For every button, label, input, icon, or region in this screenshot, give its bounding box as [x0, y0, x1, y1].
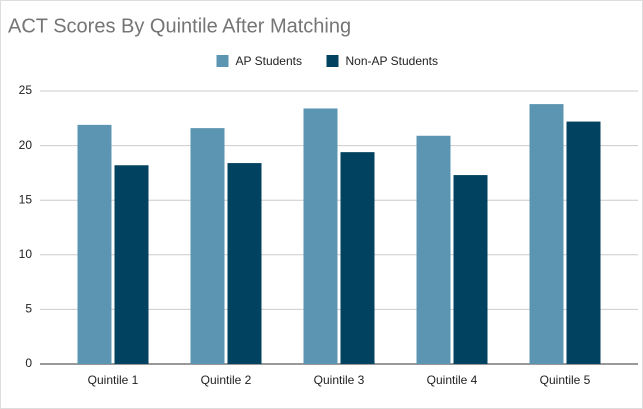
y-tick-label: 20: [19, 138, 33, 152]
bar: [566, 121, 601, 365]
bar: [416, 135, 451, 364]
bar: [340, 152, 375, 364]
x-tick-label: Quintile 1: [88, 373, 139, 387]
chart-title: ACT Scores By Quintile After Matching: [8, 15, 351, 37]
legend-swatch: [326, 55, 339, 67]
x-tick-label: Quintile 3: [314, 373, 365, 387]
bar: [77, 124, 112, 365]
x-tick-label: Quintile 2: [201, 373, 252, 387]
legend-label: AP Students: [236, 54, 303, 68]
bar: [114, 165, 149, 364]
x-tick-label: Quintile 4: [427, 373, 478, 387]
legend-swatch: [216, 55, 229, 67]
x-tick-label: Quintile 5: [540, 373, 591, 387]
legend-label: Non-AP Students: [346, 54, 439, 68]
y-tick-label: 0: [25, 356, 32, 370]
y-tick-label: 15: [19, 192, 33, 206]
y-tick-label: 10: [19, 247, 33, 261]
y-tick-label: 25: [19, 83, 33, 97]
bar: [190, 128, 225, 364]
bar: [453, 175, 488, 364]
bar: [303, 108, 338, 364]
y-tick-label: 5: [25, 302, 32, 316]
bar: [529, 104, 564, 364]
bar: [227, 163, 262, 364]
